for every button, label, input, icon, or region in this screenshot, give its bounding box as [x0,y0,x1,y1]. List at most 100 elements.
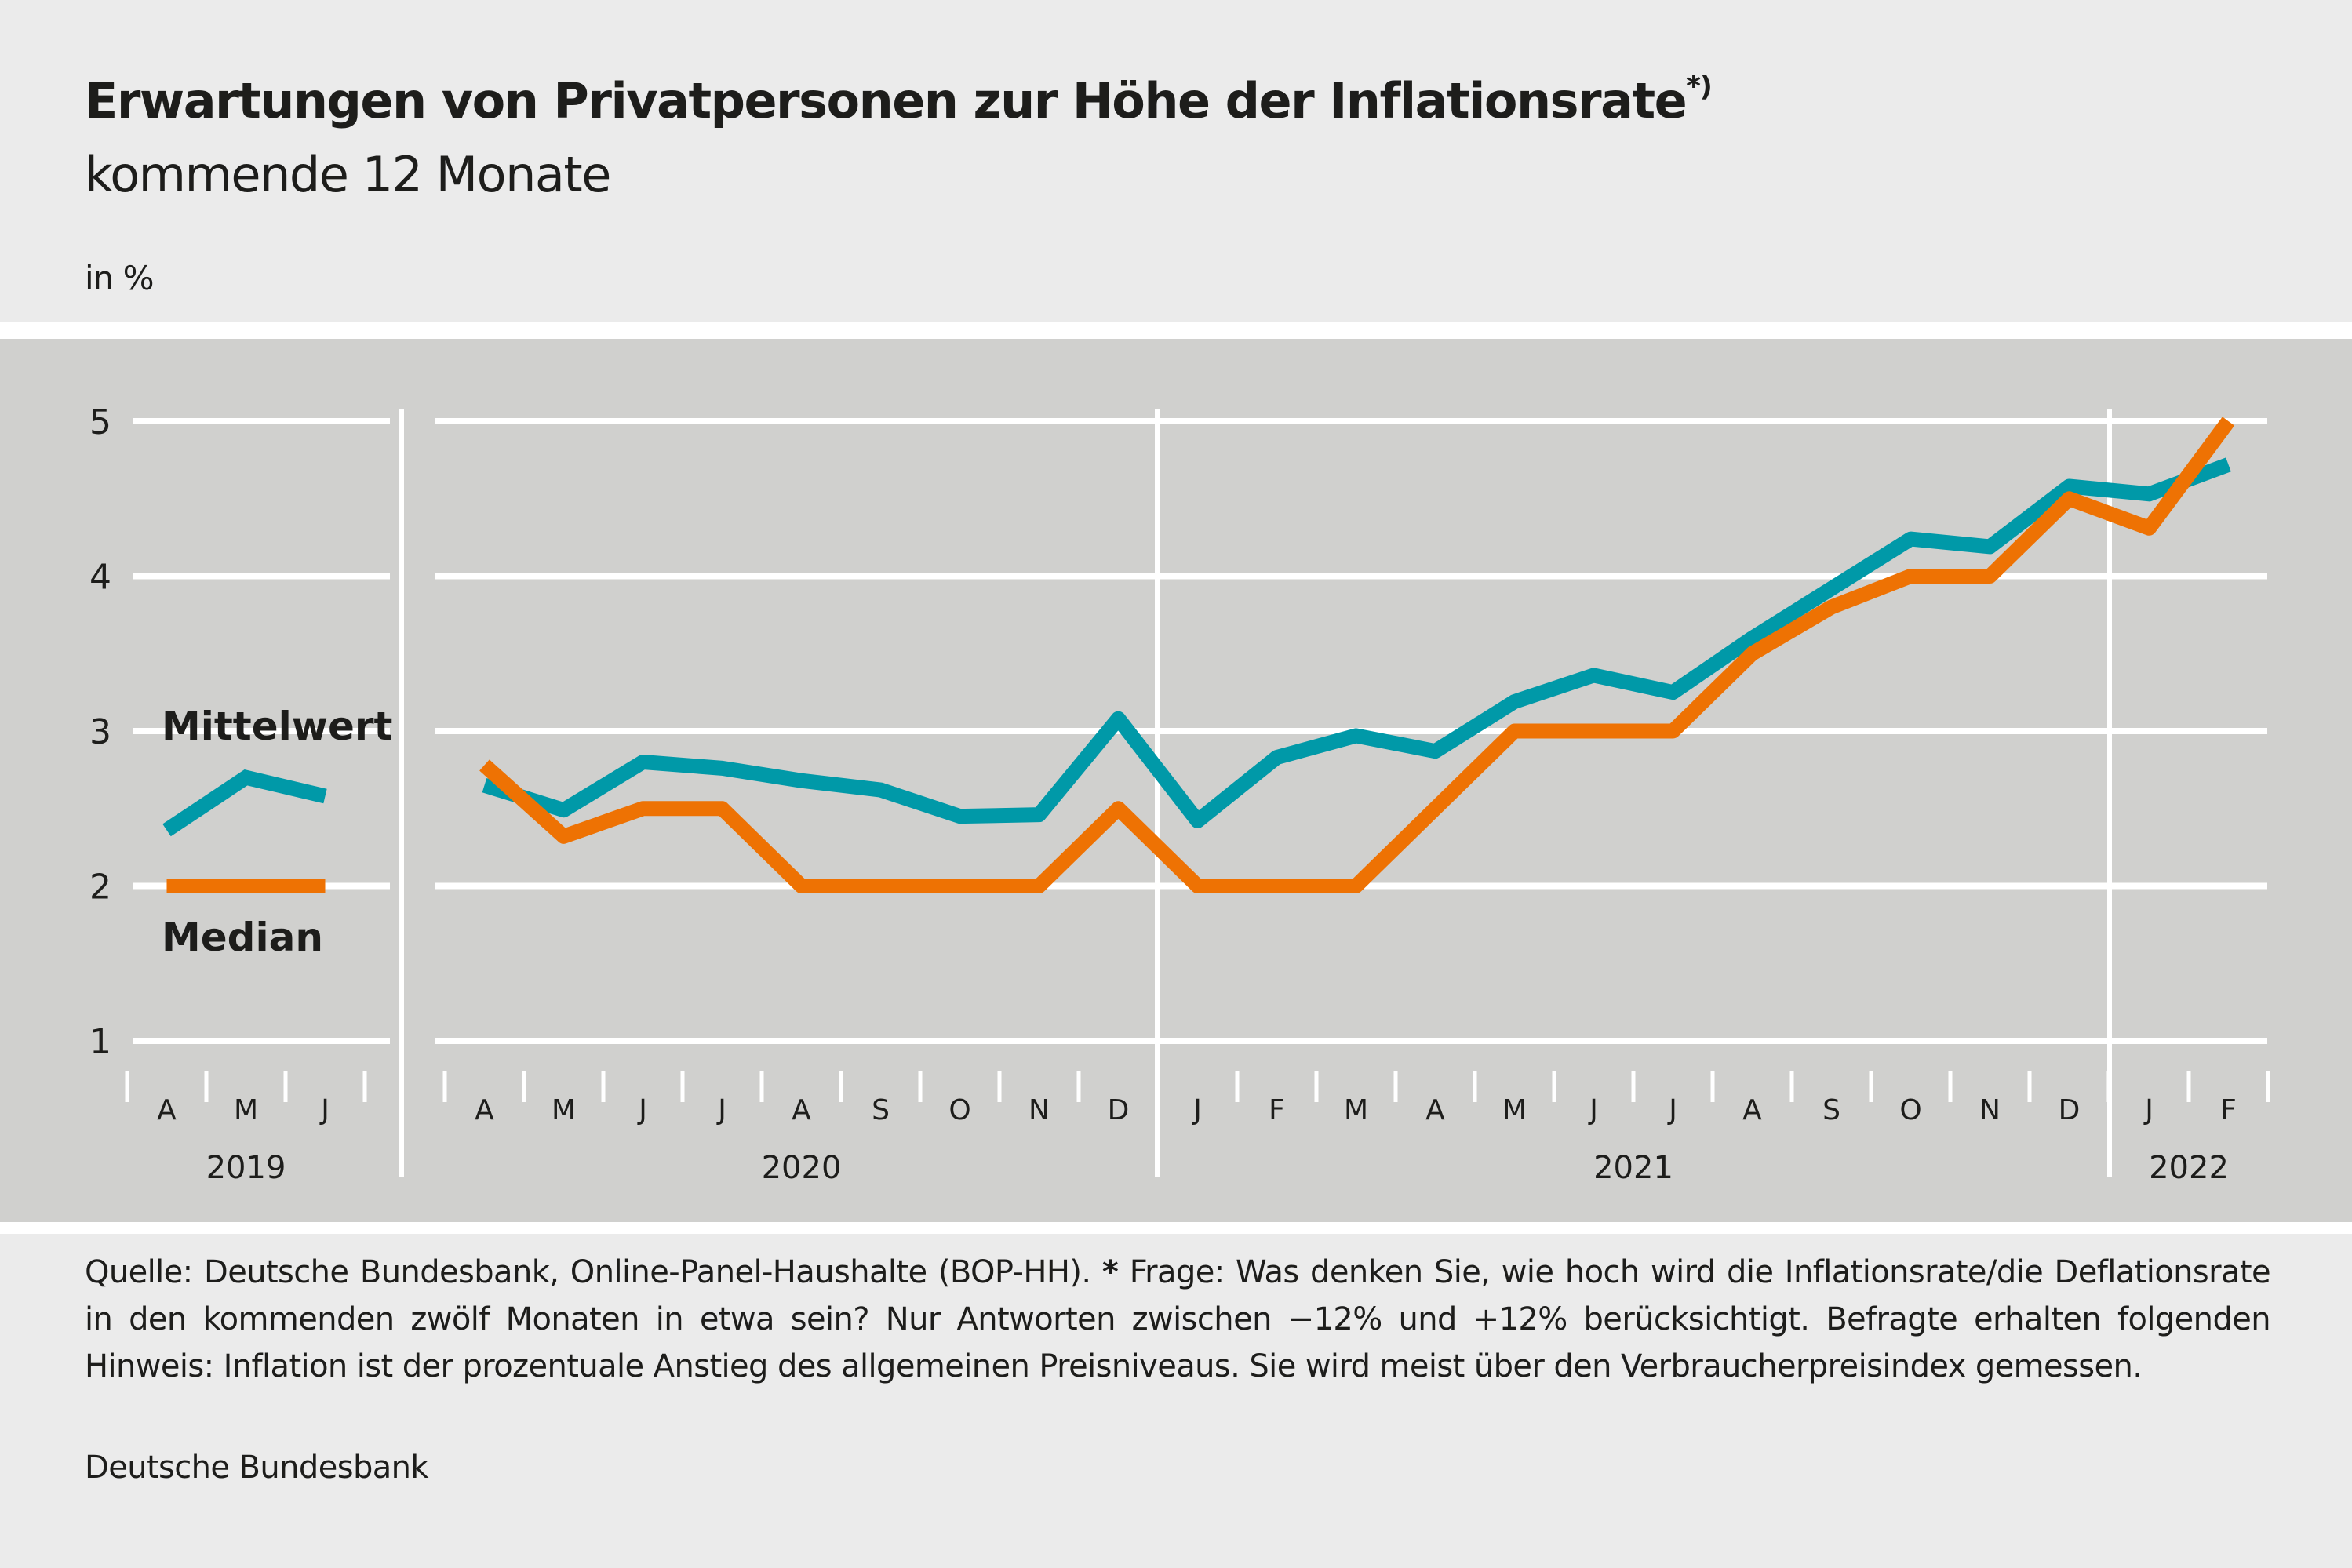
grid-layer [133,409,2267,1177]
data-point-median [799,884,804,889]
legend-line-mittelwert [162,769,327,837]
month-label: A [792,1094,811,1126]
data-point-mittelwert [2067,484,2072,489]
data-point-median [1433,806,1438,811]
month-label: M [1502,1094,1527,1126]
data-point-mittelwert [720,766,725,770]
data-point-mittelwert [1830,586,1834,591]
data-point-median [1037,884,1042,889]
data-point-median [720,806,725,811]
month-label: O [1899,1094,1921,1126]
y-tick-label: 5 [89,402,111,442]
data-point-median [958,884,963,889]
month-label: A [1742,1094,1762,1126]
top-separator [0,322,2352,339]
data-point-mittelwert [2226,462,2231,467]
data-point-median [1830,605,1834,609]
data-point-median [562,834,566,839]
data-point-median [2147,526,2152,530]
month-label: D [2059,1094,2081,1126]
chart-title-text: Erwartungen von Privatpersonen zur Höhe … [85,72,1688,129]
data-point-mittelwert [1037,813,1042,817]
month-label: A [475,1094,494,1126]
data-point-median [1750,651,1755,656]
data-point-mittelwert [562,808,566,813]
month-label: N [1979,1094,2001,1126]
month-label: M [1344,1094,1368,1126]
data-point-median [1116,806,1121,811]
footnote: Quelle: Deutsche Bundesbank, Online-Pane… [85,1249,2271,1390]
month-label: J [716,1094,726,1126]
month-label: S [872,1094,890,1126]
month-label: M [552,1094,576,1126]
data-point-mittelwert [2147,492,2152,497]
month-label: F [2220,1094,2237,1126]
data-point-median [2067,497,2072,501]
data-point-mittelwert [1433,749,1438,754]
data-point-mittelwert [799,778,804,783]
data-point-mittelwert [1909,537,1913,541]
year-label: 2019 [206,1150,286,1186]
month-label: J [2143,1094,2154,1126]
asterisk-marker: * [1101,1254,1119,1290]
title-footnote-mark: *) [1686,71,1713,104]
chart-subtitle: kommende 12 Monate [85,146,611,203]
data-point-mittelwert [1354,733,1359,738]
y-tick-label: 1 [89,1022,111,1062]
year-label: 2022 [2149,1150,2229,1186]
month-label: A [157,1094,177,1126]
series-layer [479,417,2235,893]
series-line-mittelwert [482,457,2231,829]
month-label: F [1269,1094,1285,1126]
data-point-median [1988,574,1993,579]
data-point-median [1909,574,1913,579]
year-label: 2021 [1593,1150,1673,1186]
legend-label-median: Median [162,915,323,960]
data-point-mittelwert [1116,716,1121,721]
data-point-median [1275,884,1280,889]
y-tick-label: 2 [89,868,111,908]
axis-layer: 1 2 3 4 5 A M J 2019 A M J J A S O N D 2020 J F M A M J J A S O N D 202… [89,402,2270,1186]
data-point-mittelwert [958,814,963,819]
data-point-median [1513,729,1517,733]
data-point-mittelwert [1275,755,1280,760]
bottom-separator [0,1222,2352,1234]
month-label: A [1425,1094,1445,1126]
data-point-mittelwert [641,760,646,765]
month-label: O [948,1094,970,1126]
data-point-median [879,884,883,889]
month-label: J [319,1094,329,1126]
year-label: 2020 [762,1150,842,1186]
y-tick-label: 4 [89,558,111,598]
month-label: S [1822,1094,1840,1126]
source-text: Frage: Was denken Sie, wie hoch wird die… [85,1254,2271,1384]
month-label: N [1029,1094,1050,1126]
source-prefix: Quelle: Deutsche Bundesbank, Online-Pane… [85,1254,1091,1290]
data-point-mittelwert [1671,690,1676,695]
month-label: M [234,1094,258,1126]
data-point-median [1196,884,1200,889]
month-label: J [1667,1094,1677,1126]
data-point-mittelwert [482,783,487,788]
data-point-median [1592,729,1597,733]
data-point-median [1354,884,1359,889]
data-point-mittelwert [1196,819,1200,824]
credit: Deutsche Bundesbank [85,1450,429,1486]
legend-label-mittelwert: Mittelwert [162,704,392,749]
series-line-median [479,417,2235,893]
y-tick-label: 3 [89,712,111,752]
y-axis-unit: in % [85,259,155,297]
data-point-mittelwert [1592,673,1597,678]
data-point-mittelwert [1988,544,1993,549]
month-label: D [1108,1094,1130,1126]
data-point-mittelwert [1513,699,1517,704]
legend-layer: Mittelwert Median [162,704,392,960]
data-point-median [1671,729,1676,733]
chart-background [0,339,2352,1222]
data-point-median [482,762,487,767]
month-label: J [637,1094,647,1126]
data-point-mittelwert [1750,636,1755,641]
data-point-median [641,806,646,811]
chart-title: Erwartungen von Privatpersonen zur Höhe … [85,71,1713,129]
